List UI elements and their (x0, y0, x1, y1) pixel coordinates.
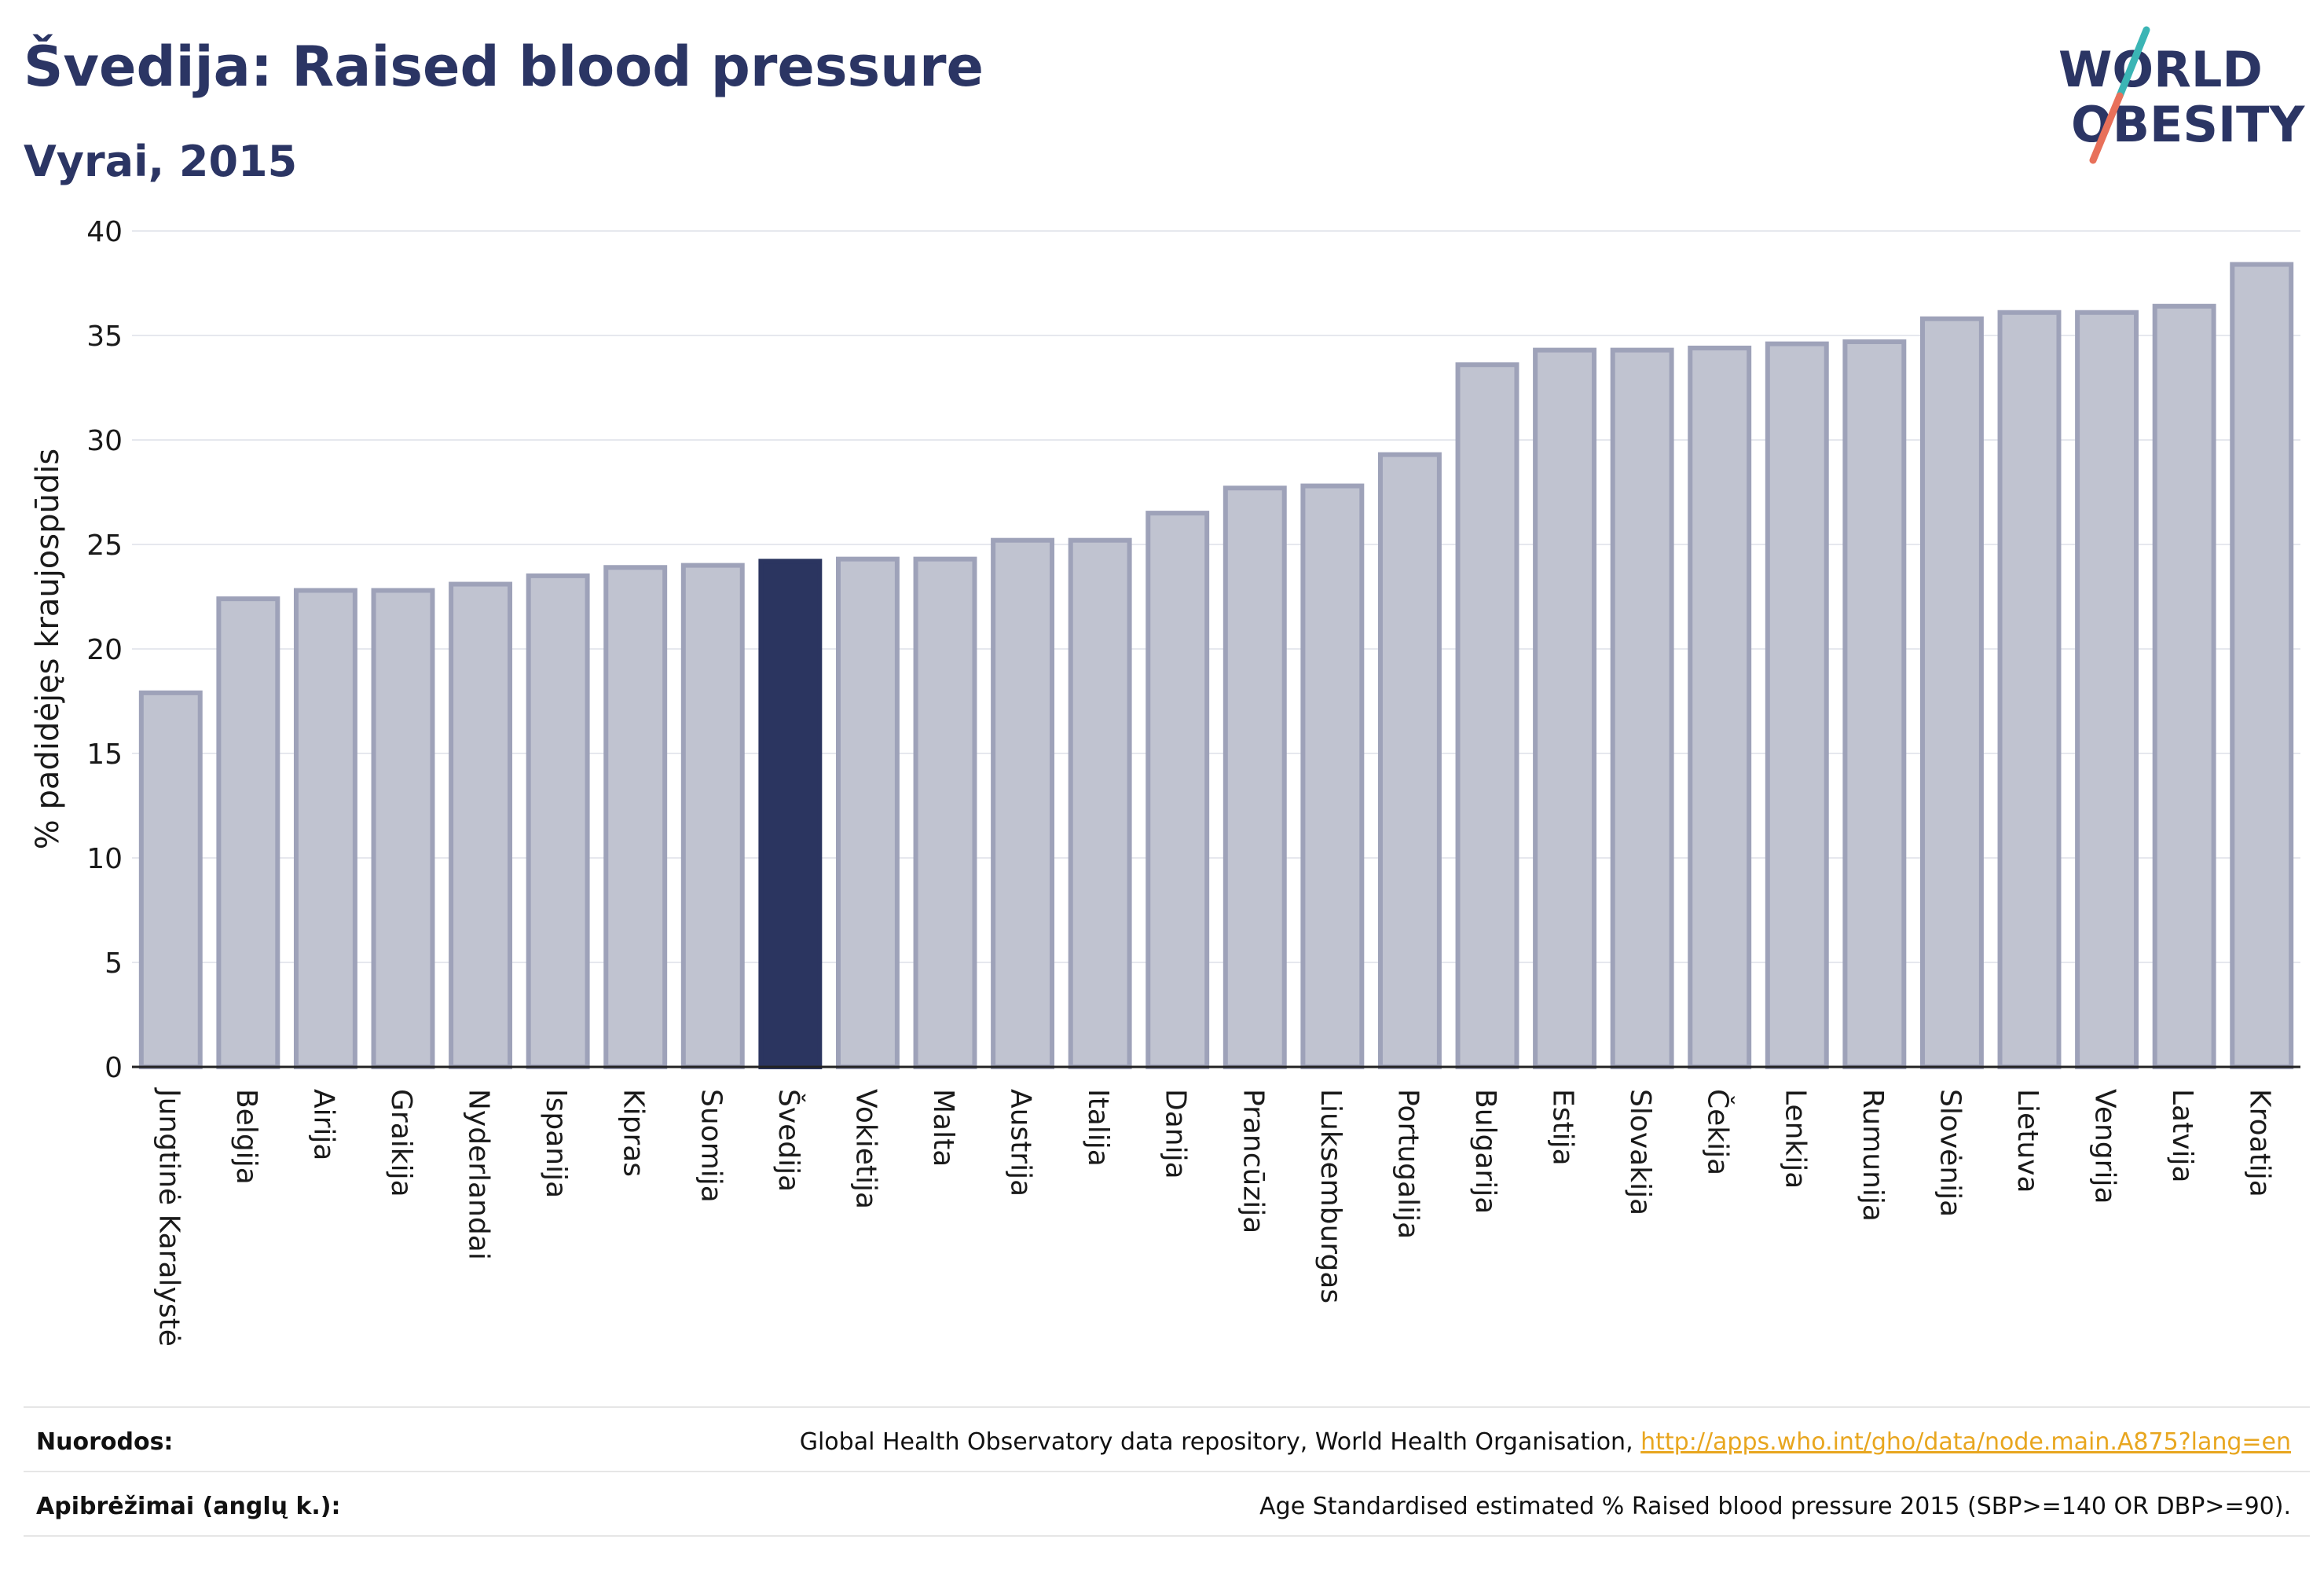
footer-divider-bottom (24, 1535, 2310, 1537)
definitions-label: Apibrėžimai (anglų k.): (36, 1493, 341, 1520)
bar-estija (1533, 347, 1597, 1069)
x-category-label: Liuksemburgas (1314, 1089, 1347, 1303)
x-category-label: Lietuva (2011, 1089, 2044, 1193)
logo-line1: WORLD (2058, 41, 2263, 98)
bar-danija (1146, 511, 1210, 1069)
bar-suomija (680, 563, 745, 1069)
sources-text: Global Health Observatory data repositor… (799, 1428, 1641, 1456)
world-obesity-logo: WORLD OBESITY (2058, 26, 2305, 164)
bar-jungtinė-karalystė (138, 690, 203, 1069)
y-tick-label: 30 (86, 425, 123, 457)
bar-chart: 0 5 10 15 20 25 30 35 40 Jungtinė Karalystė Belgi… (30, 216, 2300, 1347)
y-tick-label: 25 (86, 530, 123, 562)
x-category-label: Lenkija (1779, 1089, 1811, 1189)
x-category-label: Belgija (230, 1089, 262, 1185)
chart-subtitle: Vyrai, 2015 (24, 137, 298, 186)
x-category-label: Suomija (695, 1089, 727, 1203)
x-category-label: Portugalija (1391, 1089, 1424, 1239)
bar-vengrija (2075, 310, 2139, 1069)
x-category-label: Prancūzija (1237, 1089, 1269, 1233)
y-tick-label: 40 (86, 216, 123, 248)
x-category-label: Slovakija (1624, 1089, 1656, 1215)
bar-prancūzija (1222, 486, 1287, 1069)
sources-link[interactable]: http://apps.who.int/gho/data/node.main.A… (1640, 1428, 2291, 1456)
y-tick-label: 20 (86, 634, 123, 666)
bar-kipras (603, 565, 668, 1069)
bar-malta (913, 556, 977, 1069)
bar-čekija (1688, 345, 1752, 1069)
x-category-label: Nyderlandai (463, 1089, 495, 1260)
bar-austrija (991, 537, 1055, 1069)
bar-liuksemburgas (1300, 483, 1365, 1069)
y-tick-label: 10 (86, 843, 123, 875)
chart-title: Švedija: Raised blood pressure (24, 35, 984, 99)
y-tick-label: 35 (86, 321, 123, 353)
x-category-label: Slovėnija (1934, 1089, 1966, 1217)
bar-rumunija (1842, 339, 1907, 1070)
x-category-label: Graikija (385, 1089, 417, 1197)
x-category-label: Bulgarija (1469, 1089, 1501, 1214)
x-category-label: Latvija (2166, 1089, 2198, 1183)
x-category-label: Vokietija (849, 1089, 882, 1209)
bar-kroatija (2230, 262, 2294, 1069)
x-category-label: Italija (1082, 1089, 1114, 1167)
x-category-label: Danija (1160, 1089, 1192, 1179)
bar-slovėnija (1919, 316, 1984, 1070)
x-category-label: Airija (307, 1089, 339, 1161)
x-category-label: Jungtinė Karalystė (152, 1087, 185, 1347)
bar-belgija (216, 596, 280, 1069)
x-category-label: Čekija (1702, 1089, 1735, 1175)
y-tick-label: 0 (104, 1052, 123, 1084)
sources-value: Global Health Observatory data repositor… (800, 1428, 2291, 1456)
x-category-label: Kipras (618, 1089, 650, 1177)
bar-slovakija (1610, 347, 1674, 1069)
y-axis-title: % padidėjęs kraujospūdis (30, 449, 66, 849)
x-category-label: Ispanija (540, 1089, 572, 1198)
bar-bulgarija (1455, 362, 1519, 1069)
x-category-label: Kroatija (2244, 1089, 2276, 1197)
footer-divider-top (24, 1406, 2310, 1408)
y-tick-label: 5 (104, 947, 123, 980)
x-category-label: Austrija (1005, 1089, 1037, 1197)
footer-divider-middle (24, 1471, 2310, 1472)
sources-label: Nuorodos: (36, 1428, 174, 1456)
bars (138, 262, 2294, 1070)
x-category-label: Rumunija (1857, 1089, 1889, 1222)
bar-italija (1068, 537, 1132, 1069)
logo-slash-teal (2116, 26, 2150, 100)
bar-lietuva (1997, 310, 2062, 1069)
bar-portugalija (1377, 452, 1442, 1069)
bar-latvija (2152, 303, 2216, 1069)
bar-lenkija (1765, 341, 1829, 1069)
bar-nyderlandai (449, 581, 513, 1069)
y-tick-labels: 0 5 10 15 20 25 30 35 40 (86, 216, 123, 1084)
x-category-labels: Jungtinė Karalystė Belgija Airija Graikija N… (152, 1087, 2275, 1347)
bar-švedija (758, 559, 823, 1069)
bar-ispanija (526, 573, 590, 1069)
x-category-label: Malta (927, 1089, 959, 1167)
bar-vokietija (835, 556, 900, 1069)
bar-airija (293, 588, 357, 1069)
x-category-label: Švedija (772, 1089, 805, 1192)
bar-graikija (371, 588, 435, 1069)
x-category-label: Estija (1547, 1089, 1579, 1166)
logo-slash-coral (2089, 92, 2124, 164)
definitions-value: Age Standardised estimated % Raised bloo… (1259, 1493, 2291, 1520)
y-tick-label: 15 (86, 739, 123, 771)
x-category-label: Vengrija (2089, 1089, 2121, 1204)
